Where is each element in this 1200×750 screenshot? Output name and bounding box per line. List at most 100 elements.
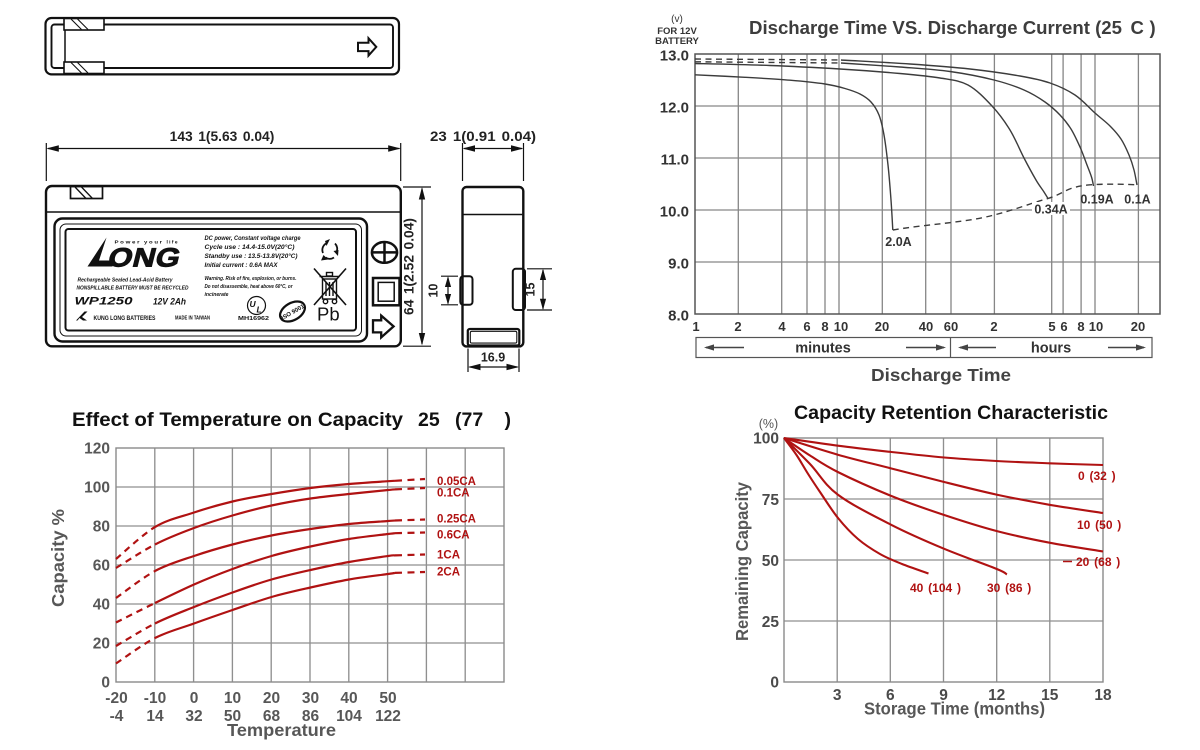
- svg-text:Capacity Retention Characteris: Capacity Retention Characteristic: [794, 403, 1108, 424]
- svg-text:104: 104: [336, 708, 362, 725]
- svg-text:Storage Time (months): Storage Time (months): [864, 699, 1045, 719]
- svg-text:Initial current : 0.6A MAX: Initial current : 0.6A MAX: [205, 262, 279, 269]
- svg-text:incinerate: incinerate: [205, 292, 229, 298]
- svg-text:WP1250: WP1250: [75, 296, 134, 308]
- svg-text:12: 12: [988, 687, 1005, 704]
- svg-text:0.19A: 0.19A: [1080, 193, 1113, 207]
- svg-text:20 (68 ): 20 (68 ): [1076, 555, 1120, 569]
- svg-text:hours: hours: [1031, 341, 1071, 357]
- svg-text:10: 10: [427, 284, 441, 298]
- svg-text:0: 0: [190, 690, 199, 707]
- svg-text:y o u r: y o u r: [144, 240, 162, 245]
- svg-text:2: 2: [990, 319, 997, 334]
- svg-text:50: 50: [379, 690, 396, 707]
- svg-text:2CA: 2CA: [437, 567, 460, 579]
- svg-text:40: 40: [340, 690, 357, 707]
- svg-text:MH16962: MH16962: [238, 316, 269, 322]
- svg-text:U: U: [250, 299, 257, 309]
- svg-text:DC power, Constant voltage cha: DC power, Constant voltage charge: [205, 235, 301, 242]
- svg-text:10: 10: [834, 319, 848, 334]
- svg-text:Standby use : 13.5-13.8V(20°C): Standby use : 13.5-13.8V(20°C): [205, 252, 298, 260]
- svg-text:32: 32: [185, 708, 202, 725]
- svg-text:6: 6: [1060, 319, 1067, 334]
- svg-text:25: 25: [762, 614, 780, 631]
- svg-text:14: 14: [146, 708, 164, 725]
- svg-text:60: 60: [944, 319, 958, 334]
- svg-text:Capacity %: Capacity %: [48, 509, 68, 607]
- svg-text:20: 20: [263, 690, 280, 707]
- svg-text:-20: -20: [105, 690, 127, 707]
- svg-text:0 (32 ): 0 (32 ): [1078, 469, 1116, 483]
- svg-text:143 1(5.63 0.04): 143 1(5.63 0.04): [170, 129, 275, 144]
- svg-text:1: 1: [692, 319, 699, 334]
- svg-text:0.1A: 0.1A: [1124, 193, 1150, 207]
- svg-text:-10: -10: [144, 690, 166, 707]
- svg-text:12V 2Ah: 12V 2Ah: [153, 297, 186, 307]
- svg-text:3: 3: [833, 687, 842, 704]
- svg-text:FOR 12V: FOR 12V: [657, 26, 697, 37]
- svg-text:80: 80: [93, 519, 110, 536]
- svg-text:2.0A: 2.0A: [885, 235, 911, 249]
- svg-text:13.0: 13.0: [660, 48, 689, 65]
- svg-text:Effect of Temperature on Capac: Effect of Temperature on Capacity: [72, 409, 403, 431]
- svg-text:2: 2: [734, 319, 741, 334]
- svg-text:10.0: 10.0: [660, 204, 689, 221]
- svg-text:Discharge Time: Discharge Time: [871, 365, 1011, 385]
- svg-text:-4: -4: [110, 708, 124, 725]
- svg-text:50: 50: [762, 553, 779, 570]
- svg-text:KUNG LONG BATTERIES: KUNG LONG BATTERIES: [94, 315, 156, 322]
- svg-text:0: 0: [770, 675, 779, 692]
- svg-text:30 (86 ): 30 (86 ): [987, 581, 1031, 595]
- svg-text:Do not disassemble, heat above: Do not disassemble, heat above 60°C, or: [205, 284, 294, 290]
- svg-text:64 1(2.52 0.04): 64 1(2.52 0.04): [402, 218, 417, 315]
- svg-text:MADE IN TAIWAN: MADE IN TAIWAN: [175, 316, 210, 322]
- svg-text:0.05CA: 0.05CA: [437, 476, 476, 488]
- svg-text:10 (50 ): 10 (50 ): [1077, 518, 1121, 532]
- svg-text:40 (104 ): 40 (104 ): [910, 581, 961, 595]
- svg-text:minutes: minutes: [795, 341, 851, 357]
- svg-text:10: 10: [224, 690, 241, 707]
- svg-text:5: 5: [1048, 319, 1055, 334]
- svg-text:30: 30: [302, 690, 319, 707]
- svg-text:(%): (%): [759, 417, 778, 431]
- svg-text:C: C: [1131, 17, 1144, 38]
- svg-text:Warning. Risk of fire, explosi: Warning. Risk of fire, explosion, or bur…: [205, 276, 297, 282]
- svg-text:11.0: 11.0: [661, 152, 689, 169]
- svg-text:0.34A: 0.34A: [1034, 203, 1067, 217]
- svg-text:18: 18: [1094, 687, 1112, 704]
- svg-text:10: 10: [1089, 319, 1103, 334]
- svg-text:L: L: [257, 305, 262, 315]
- svg-text:122: 122: [375, 708, 401, 725]
- svg-text:86: 86: [302, 708, 320, 725]
- svg-text:25: 25: [418, 409, 440, 431]
- svg-text:20: 20: [1131, 319, 1145, 334]
- svg-text:1CA: 1CA: [437, 550, 460, 562]
- svg-text:9: 9: [939, 687, 948, 704]
- svg-text:20: 20: [93, 636, 110, 653]
- svg-text:100: 100: [753, 431, 779, 448]
- svg-text:15: 15: [524, 283, 538, 297]
- svg-text:l i f e: l i f e: [167, 240, 178, 245]
- svg-text:): ): [505, 409, 512, 431]
- svg-text:0.25CA: 0.25CA: [437, 514, 476, 526]
- svg-text:Remaining Capacity: Remaining Capacity: [732, 482, 752, 641]
- svg-text:Cycle use : 14.4-15.0V(20°C): Cycle use : 14.4-15.0V(20°C): [205, 243, 295, 251]
- svg-text:NONSPILLABLE BATTERY MUST BE: NONSPILLABLE BATTERY MUST BE RECYCLED: [77, 286, 189, 292]
- svg-text:0.1CA: 0.1CA: [437, 488, 470, 500]
- svg-text:Temperature: Temperature: [227, 720, 336, 740]
- svg-text:(v): (v): [671, 14, 683, 25]
- svg-text:6: 6: [886, 687, 895, 704]
- svg-text:8: 8: [1077, 319, 1084, 334]
- svg-text:15: 15: [1041, 687, 1059, 704]
- svg-text:50: 50: [224, 708, 241, 725]
- svg-text:120: 120: [84, 441, 110, 458]
- svg-text:8: 8: [821, 319, 828, 334]
- svg-text:P o w e r: P o w e r: [115, 240, 140, 245]
- svg-text:0.6CA: 0.6CA: [437, 530, 470, 542]
- svg-text:100: 100: [84, 480, 110, 497]
- svg-text:Pb: Pb: [317, 304, 340, 325]
- svg-text:BATTERY: BATTERY: [655, 36, 699, 47]
- svg-text:60: 60: [93, 558, 110, 575]
- svg-text:0: 0: [101, 675, 110, 692]
- svg-text:23 1(0.91 0.04): 23 1(0.91 0.04): [430, 129, 536, 144]
